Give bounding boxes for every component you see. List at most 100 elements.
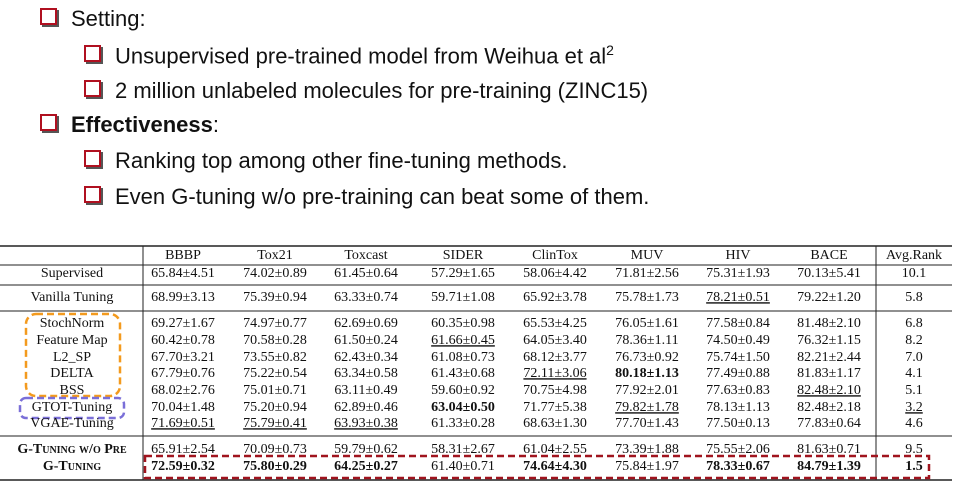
bullet-item: Unsupervised pre-trained model from Weih… <box>84 42 614 69</box>
table-cell: 64.05±3.40 <box>523 333 587 348</box>
method-name: Vanilla Tuning <box>31 290 114 305</box>
table-cell: 65.92±3.78 <box>523 290 587 305</box>
table-cell: 62.89±0.46 <box>334 400 398 415</box>
table-cell: 76.05±1.61 <box>615 316 679 331</box>
table-cell: 70.75±4.98 <box>523 383 587 398</box>
bullet-text: Ranking top among other fine-tuning meth… <box>115 148 568 173</box>
column-header: ClinTox <box>532 248 578 263</box>
table-cell: 82.48±2.18 <box>797 400 861 415</box>
table-cell: 57.29±1.65 <box>431 266 495 281</box>
method-name: Supervised <box>41 266 103 281</box>
table-cell: 75.84±1.97 <box>615 459 679 474</box>
column-header: Toxcast <box>344 248 387 263</box>
table-cell: 65.53±4.25 <box>523 316 587 331</box>
table-cell: 67.70±3.21 <box>151 350 215 365</box>
table-cell: 61.43±0.68 <box>431 366 495 381</box>
method-name: DELTA <box>50 366 94 381</box>
table-cell: 61.45±0.64 <box>334 266 398 281</box>
table-cell: 70.58±0.28 <box>243 333 307 348</box>
bullet-text: Even G-tuning w/o pre-training can beat … <box>115 184 650 209</box>
column-header: HIV <box>726 248 751 263</box>
table-cell: 61.50±0.24 <box>334 333 398 348</box>
table-cell: 61.40±0.71 <box>431 459 495 474</box>
table-cell: 74.97±0.77 <box>243 316 307 331</box>
table-cell: 78.36±1.11 <box>615 333 678 348</box>
method-name: Feature Map <box>36 333 107 348</box>
table-cell: 4.1 <box>905 366 923 381</box>
table-cell: 70.04±1.48 <box>151 400 215 415</box>
table-cell: 4.6 <box>905 416 923 431</box>
table-cell: 75.31±1.93 <box>706 266 770 281</box>
table-cell: 68.99±3.13 <box>151 290 215 305</box>
table-cell: 5.1 <box>905 383 923 398</box>
bullet-item: Ranking top among other fine-tuning meth… <box>84 148 568 174</box>
table-cell: 75.55±2.06 <box>706 442 770 457</box>
table-cell: 73.55±0.82 <box>243 350 307 365</box>
table-cell: 74.64±4.30 <box>523 459 587 474</box>
table-cell: 81.63±0.71 <box>797 442 861 457</box>
table-cell: 77.49±0.88 <box>706 366 770 381</box>
table-cell: 61.33±0.28 <box>431 416 495 431</box>
table-cell: 71.77±5.38 <box>523 400 587 415</box>
bullet-icon <box>84 80 101 97</box>
table-cell: 62.69±0.69 <box>334 316 398 331</box>
table-cell: 81.48±2.10 <box>797 316 861 331</box>
table-cell: 77.70±1.43 <box>615 416 679 431</box>
table-cell: 63.93±0.38 <box>334 416 398 431</box>
table-cell: 62.43±0.34 <box>334 350 398 365</box>
gtot-box <box>18 396 126 420</box>
table-cell: 75.74±1.50 <box>706 350 770 365</box>
table-cell: 75.80±0.29 <box>243 459 307 474</box>
table-cell: 68.12±3.77 <box>523 350 587 365</box>
table-cell: 61.04±2.55 <box>523 442 587 457</box>
table-cell: 80.18±1.13 <box>615 366 679 381</box>
table-cell: 65.91±2.54 <box>151 442 215 457</box>
bullet-item: Setting: <box>40 6 146 32</box>
table-cell: 75.20±0.94 <box>243 400 307 415</box>
table-cell: 60.42±0.78 <box>151 333 215 348</box>
bullet-text: Unsupervised pre-trained model from Weih… <box>115 43 607 69</box>
method-name: StochNorm <box>40 316 105 331</box>
table-cell: 59.79±0.62 <box>334 442 398 457</box>
table-cell: 82.21±2.44 <box>797 350 861 365</box>
table-cell: 68.02±2.76 <box>151 383 215 398</box>
bullet-text: 2 million unlabeled molecules for pre-tr… <box>115 78 649 103</box>
superscript: 2 <box>606 42 614 58</box>
table-cell: 79.22±1.20 <box>797 290 861 305</box>
table-cell: 84.79±1.39 <box>797 459 861 474</box>
table-cell: 5.8 <box>905 290 923 305</box>
table-cell: 70.13±5.41 <box>797 266 861 281</box>
table-cell: 69.27±1.67 <box>151 316 215 331</box>
table-cell: 77.83±0.64 <box>797 416 861 431</box>
table-cell: 78.21±0.51 <box>706 290 770 305</box>
table-cell: 8.2 <box>905 333 923 348</box>
method-name: G-Tuning <box>43 459 101 474</box>
table-cell: 78.13±1.13 <box>706 400 770 415</box>
table-cell: 76.73±0.92 <box>615 350 679 365</box>
bullet-icon <box>40 114 57 131</box>
column-header: Tox21 <box>257 248 293 263</box>
table-cell: 76.32±1.15 <box>797 333 861 348</box>
table-cell: 68.63±1.30 <box>523 416 587 431</box>
table-cell: 6.8 <box>905 316 923 331</box>
table-cell: 75.39±0.94 <box>243 290 307 305</box>
method-name: G-Tuning w/o Pre <box>17 442 127 457</box>
table-cell: 61.66±0.45 <box>431 333 495 348</box>
table-cell: 77.50±0.13 <box>706 416 770 431</box>
table-cell: 81.83±1.17 <box>797 366 861 381</box>
classic-group-box <box>24 312 122 398</box>
table-cell: 7.0 <box>905 350 923 365</box>
column-header: Avg.Rank <box>886 248 942 263</box>
table-cell: 74.02±0.89 <box>243 266 307 281</box>
table-cell: 78.33±0.67 <box>706 459 770 474</box>
table-cell: 70.09±0.73 <box>243 442 307 457</box>
table-rules <box>0 245 952 481</box>
bullet-item: Effectiveness: <box>40 112 219 138</box>
column-header: SIDER <box>443 248 484 263</box>
table-cell: 82.48±2.10 <box>797 383 861 398</box>
column-header: BBBP <box>165 248 201 263</box>
table-cell: 60.35±0.98 <box>431 316 495 331</box>
table-cell: 77.63±0.83 <box>706 383 770 398</box>
table-cell: 3.2 <box>905 400 923 415</box>
